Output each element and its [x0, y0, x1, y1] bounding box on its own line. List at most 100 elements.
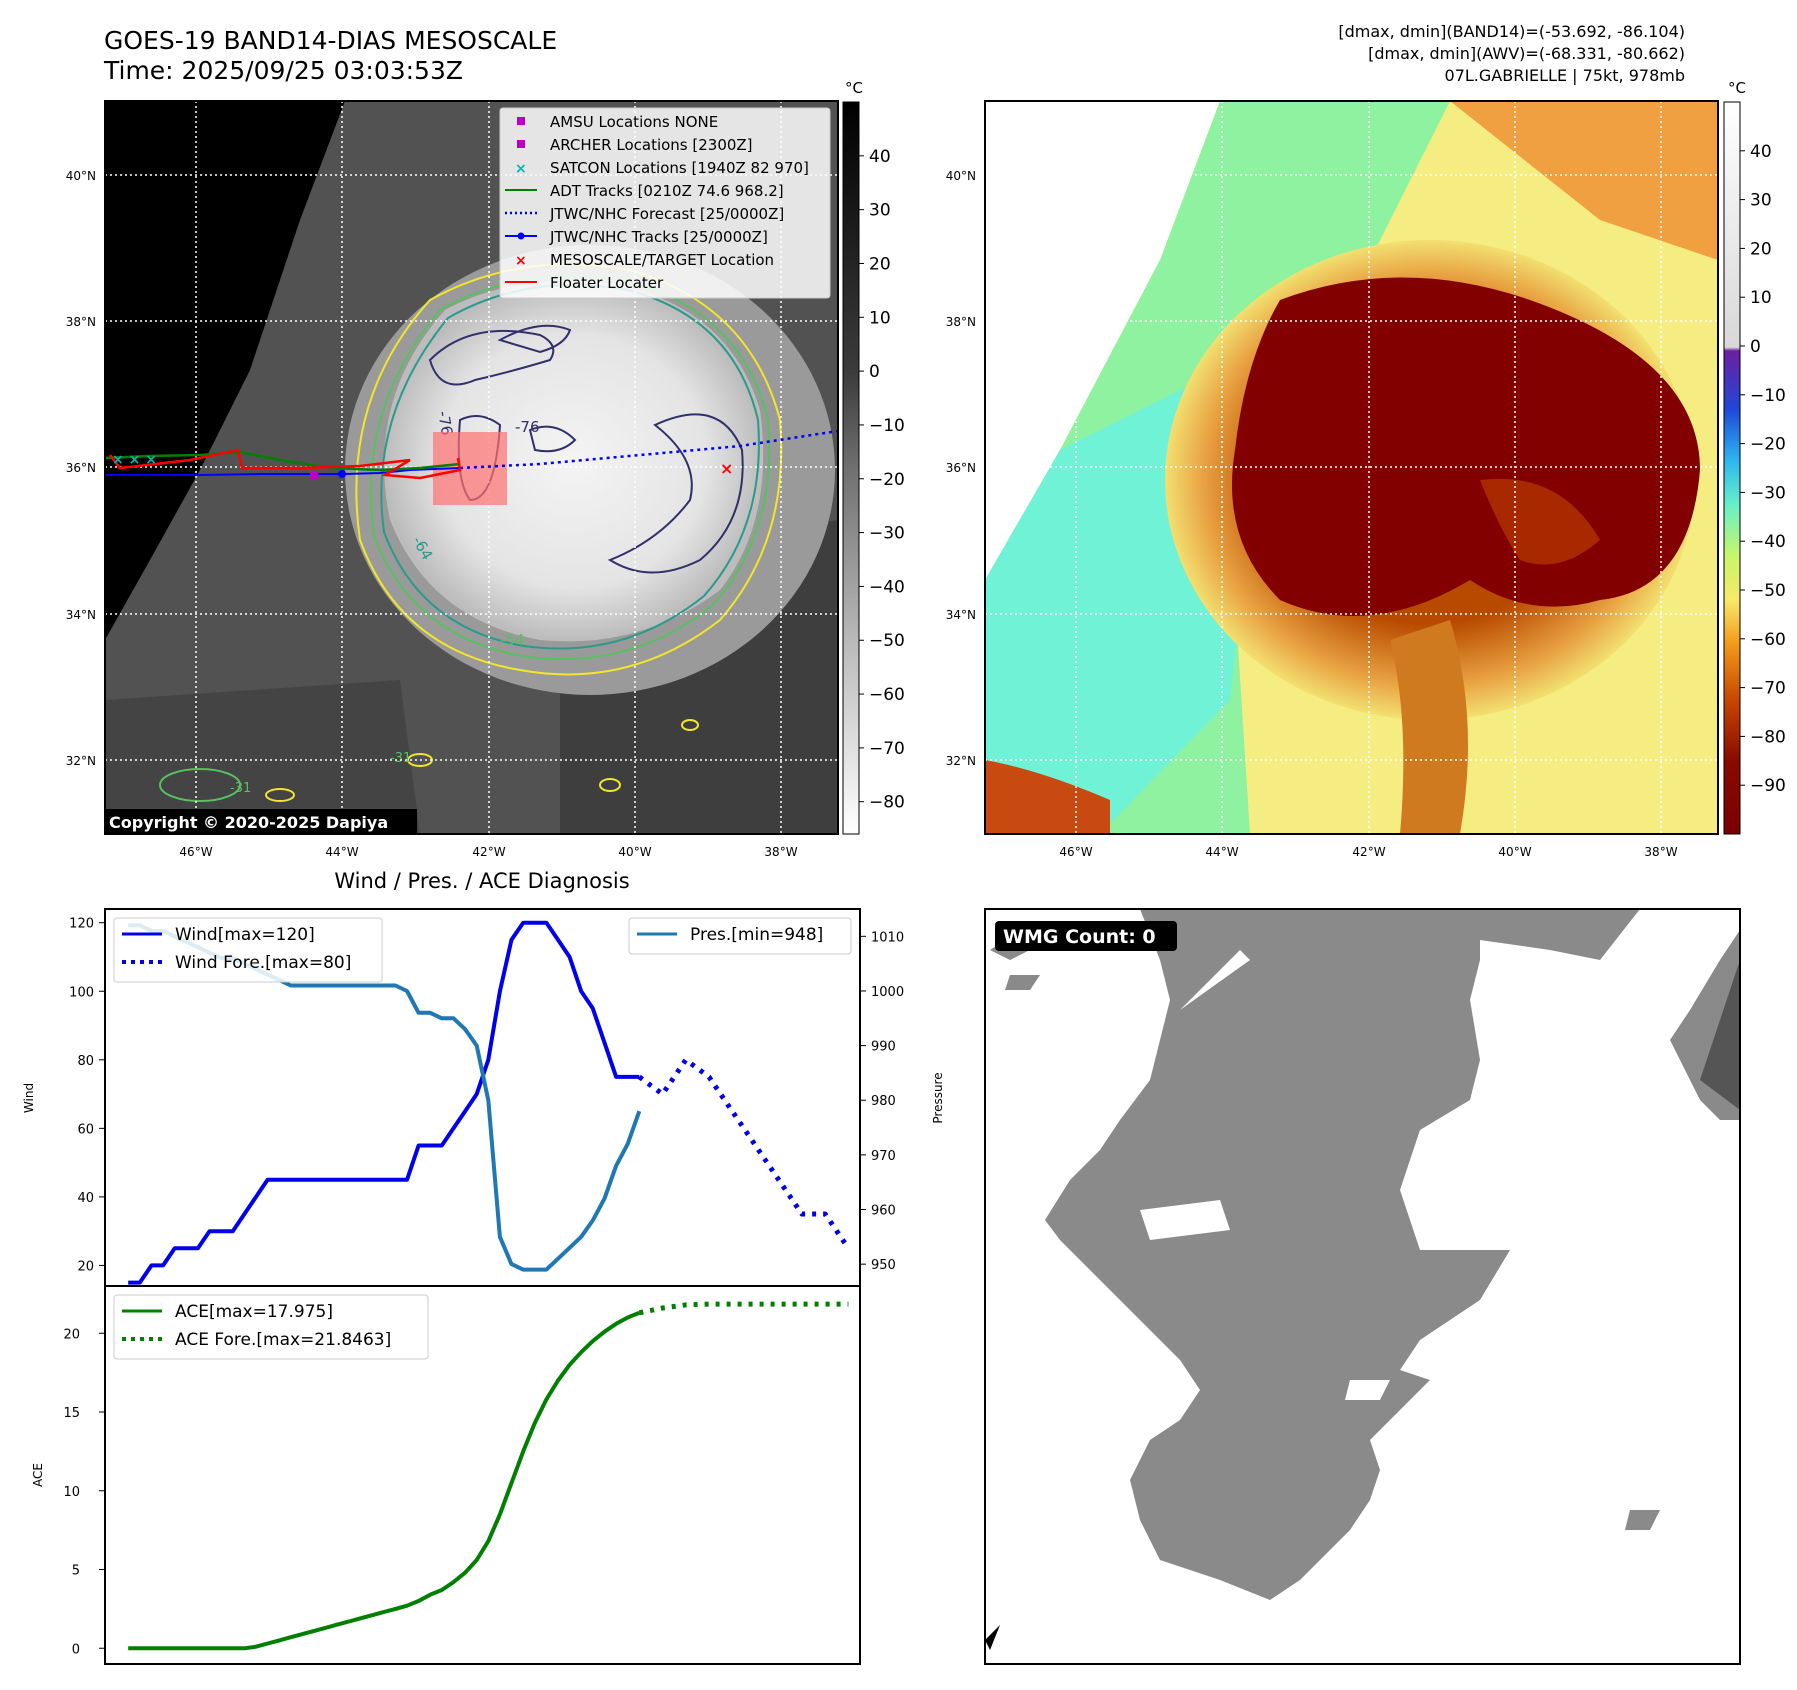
colorbar-tick-label: −20 — [1750, 435, 1786, 455]
floater-locater-line — [109, 448, 462, 480]
legend-swatch-amsu — [517, 117, 525, 125]
page-title: GOES-19 BAND14-DIAS MESOSCALE — [104, 26, 558, 55]
lat-tick-label: 36°N — [946, 461, 976, 475]
colorbar-tick-label: −70 — [869, 739, 905, 759]
legend-amsu: AMSU Locations NONE — [550, 113, 718, 131]
colorbar-tick-label: −10 — [1750, 386, 1786, 406]
lat-tick-label: 36°N — [66, 461, 96, 475]
wmg-panel: WMG Count: 0 — [985, 909, 1740, 1664]
colorbar-tick-label: 0 — [1750, 337, 1761, 357]
pres-ytick-label: 970 — [871, 1149, 896, 1164]
wmg-count-label: WMG Count: 0 — [1003, 926, 1156, 948]
awv-core-notch — [1480, 478, 1600, 565]
colorbar-tick-label: −60 — [1750, 630, 1786, 650]
jtwc-track-point — [338, 470, 346, 478]
contour-label: -31 — [390, 751, 411, 766]
lon-tick-label: 42°W — [472, 845, 505, 859]
legend-frame — [499, 107, 831, 299]
lat-tick-label: 32°N — [66, 754, 96, 768]
info-awv: [dmax, dmin](AWV)=(-68.331, -80.662) — [1368, 44, 1685, 63]
contour-label: -76 — [515, 418, 540, 436]
ace-axis-ticks: 0 5 10 15 20 — [63, 1327, 105, 1657]
colorbar-tick-label: −80 — [1750, 727, 1786, 747]
awv-colorbar-ticks: 40 30 20 10 0 −10 −20 −30 −40 −50 −60 −70 −80 −90 — [1740, 142, 1786, 796]
awv-warm-top — [1450, 101, 1718, 260]
legend-archer: ARCHER Locations [2300Z] — [550, 136, 753, 154]
ace-ylabel: ACE — [31, 1463, 45, 1487]
contour-label: -76 — [434, 410, 456, 437]
pres-legend: Pres.[min=948] — [628, 917, 852, 955]
contour-cell — [681, 719, 699, 731]
legend-ace-fore: ACE Fore.[max=21.8463] — [175, 1330, 391, 1350]
pres-ytick-label: 950 — [871, 1258, 896, 1273]
wind-ytick-label: 60 — [77, 1122, 94, 1137]
colorbar-tick-label: −60 — [869, 685, 905, 705]
lon-tick-label: 38°W — [1644, 845, 1677, 859]
ace-plot-area — [128, 1301, 849, 1651]
wind-ytick-label: 20 — [77, 1259, 94, 1274]
lat-tick-label: 40°N — [66, 169, 96, 183]
lon-tick-label: 38°W — [764, 845, 797, 859]
colorbar-tick-label: 10 — [869, 308, 891, 328]
colorbar-tick-label: −90 — [1750, 776, 1786, 796]
wind-axis-ticks: 20 40 60 80 100 120 950 960 970 980 990 1000 1010 — [69, 917, 904, 1275]
ir-gridlines — [105, 101, 838, 834]
colorbar-tick-label: −50 — [869, 631, 905, 651]
awv-colorbar-unit: °C — [1728, 79, 1746, 97]
awv-colorbar — [1723, 101, 1741, 835]
wmg-white-hole — [1140, 1200, 1230, 1240]
wind-series-line — [128, 920, 640, 1285]
pres-ytick-label: 960 — [871, 1204, 896, 1219]
contour-label: -54 — [500, 631, 525, 649]
legend-wind-fore: Wind Fore.[max=80] — [175, 953, 351, 973]
colorbar-tick-label: 20 — [869, 254, 891, 274]
ace-legend: ACE[max=17.975] ACE Fore.[max=21.8463] — [113, 1294, 429, 1360]
lon-tick-label: 42°W — [1352, 845, 1385, 859]
ace-ytick-label: 15 — [63, 1406, 80, 1421]
colorbar-tick-label: 30 — [1750, 191, 1772, 211]
wmg-white-hole — [1180, 950, 1250, 1010]
awv-bottom-left-cells — [985, 760, 1110, 834]
colorbar-tick-label: −30 — [1750, 483, 1786, 503]
ace-forecast-line — [638, 1301, 849, 1316]
awv-gridlines — [985, 101, 1718, 834]
pres-ytick-label: 1000 — [871, 985, 904, 1000]
wind-ytick-label: 100 — [69, 985, 94, 1000]
wind-ytick-label: 80 — [77, 1054, 94, 1069]
legend-floater: Floater Locater — [550, 274, 664, 292]
legend-swatch-satcon: × — [515, 161, 527, 177]
ace-series-line — [128, 1310, 641, 1651]
legend-target: MESOSCALE/TARGET Location — [550, 251, 774, 269]
legend-swatch-archer — [517, 140, 525, 148]
colorbar-tick-label: −80 — [869, 793, 905, 813]
wmg-right-dark — [1700, 960, 1740, 1110]
colorbar-tick-label: 10 — [1750, 288, 1772, 308]
colorbar-tick-label: 40 — [1750, 142, 1772, 162]
awv-nodata-area — [985, 101, 1220, 580]
legend-satcon: SATCON Locations [1940Z 82 970] — [550, 159, 809, 177]
contour-cell — [599, 778, 621, 792]
legend-wind: Wind[max=120] — [175, 925, 315, 945]
lat-tick-label: 34°N — [66, 608, 96, 622]
pres-ytick-label: 1010 — [871, 930, 904, 945]
lat-tick-label: 32°N — [946, 754, 976, 768]
contour-76b — [497, 324, 572, 354]
lon-tick-label: 40°W — [618, 845, 651, 859]
wind-legend: Wind[max=120] Wind Fore.[max=80] — [113, 917, 383, 983]
lon-tick-label: 44°W — [1205, 845, 1238, 859]
legend-forecast: JTWC/NHC Forecast [25/0000Z] — [549, 205, 784, 223]
ace-ytick-label: 5 — [72, 1564, 80, 1579]
lon-tick-label: 46°W — [1059, 845, 1092, 859]
ir-legend: AMSU Locations NONE ARCHER Locations [23… — [499, 107, 831, 299]
colorbar-tick-label: 0 — [869, 362, 880, 382]
legend-swatch-target: × — [515, 253, 527, 269]
ace-ytick-label: 0 — [72, 1642, 80, 1657]
satcon-marker: × × × — [112, 452, 157, 468]
archer-marker — [310, 472, 318, 480]
info-storm: 07L.GABRIELLE | 75kt, 978mb — [1444, 66, 1685, 85]
colorbar-tick-label: −30 — [869, 524, 905, 544]
lon-tick-label: 40°W — [1498, 845, 1531, 859]
wind-ytick-label: 120 — [69, 917, 94, 932]
legend-tracks: JTWC/NHC Tracks [25/0000Z] — [549, 228, 768, 246]
wmg-count-badge — [995, 921, 1177, 951]
